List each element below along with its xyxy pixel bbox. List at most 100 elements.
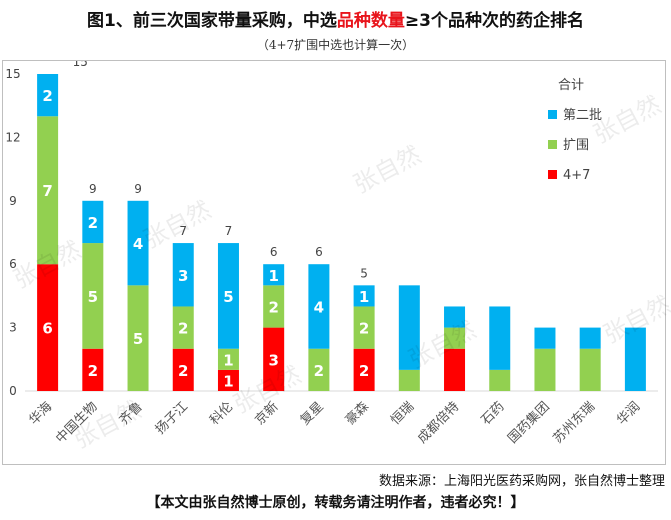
- chart-frame: 0 3 6 9 12 15 6 7 2 15 华海 2 5 2 9 中国生物 5 4 9 齐鲁 2 2 3 7 扬子江 1 1 5 7 科…: [2, 60, 666, 465]
- bar-value-label: 1: [223, 351, 233, 369]
- x-tick-label: 豪森: [342, 399, 372, 429]
- bar-value-label: 4: [133, 235, 143, 253]
- bar-value-label: 3: [268, 351, 278, 369]
- x-tick-label: 复星: [298, 399, 327, 428]
- bar-segment-扩围: [579, 348, 601, 391]
- x-tick-label: 苏州东瑞: [550, 399, 598, 447]
- bar-total-label: 5: [360, 266, 368, 280]
- legend-swatch: [548, 140, 557, 149]
- bar-segment-4+7: [82, 348, 104, 391]
- bar-value-label: 2: [42, 87, 52, 105]
- bar-value-label: 1: [359, 288, 369, 306]
- bar-segment-第二批: [353, 285, 375, 307]
- legend-swatch: [548, 110, 557, 119]
- bar-value-label: 2: [88, 362, 98, 380]
- legend-swatch: [548, 170, 557, 179]
- bar-segment-扩围: [353, 306, 375, 349]
- bar-segment-扩围: [398, 369, 420, 391]
- x-tick-label: 齐鲁: [116, 399, 146, 429]
- bar-segment-第二批: [263, 264, 285, 286]
- y-tick-label: 6: [9, 257, 17, 271]
- bar-segment-4+7: [217, 369, 239, 391]
- bar-total-label: 15: [73, 61, 88, 69]
- title-suffix: ≥3个品种次的药企排名: [404, 11, 584, 31]
- x-tick-label: 成都倍特: [415, 399, 462, 446]
- y-tick-label: 9: [9, 194, 17, 208]
- bar-segment-第二批: [579, 327, 601, 349]
- bar-segment-第二批: [172, 243, 194, 307]
- bar-segment-第二批: [82, 200, 104, 244]
- bar-segment-4+7: [37, 264, 59, 391]
- bar-segment-4+7: [172, 348, 194, 391]
- bar-total-label: 6: [270, 245, 278, 259]
- bar-segment-第二批: [308, 264, 330, 349]
- x-tick-label: 京新: [252, 399, 282, 429]
- copyright-notice: 【本文由张自然博士原创，转载务请注明作者，违者必究！】: [146, 495, 525, 511]
- bar-segment-第二批: [37, 74, 59, 117]
- bar-total-label: 9: [134, 182, 142, 196]
- bar-segment-扩围: [534, 348, 556, 391]
- bar-value-label: 2: [359, 320, 369, 338]
- legend-title: 合计: [558, 78, 584, 93]
- bar-segment-扩围: [172, 306, 194, 349]
- x-tick-label: 扬子江: [153, 399, 191, 437]
- y-tick-label: 3: [9, 321, 17, 335]
- legend-label: 4+7: [563, 168, 590, 183]
- bar-value-label: 4: [314, 298, 324, 316]
- legend-label: 第二批: [563, 108, 602, 123]
- bar-segment-4+7: [444, 348, 466, 391]
- bar-segment-4+7: [263, 327, 285, 391]
- bar-total-label: 7: [179, 224, 187, 238]
- bar-value-label: 1: [223, 372, 233, 390]
- bar-total-label: 7: [225, 224, 233, 238]
- bar-segment-扩围: [489, 369, 511, 391]
- bar-segment-4+7: [353, 348, 375, 391]
- title-highlight: 品种数量: [336, 11, 405, 31]
- x-tick-label: 恒瑞: [388, 399, 417, 428]
- bar-segment-扩围: [263, 285, 285, 328]
- bar-segment-扩围: [444, 327, 466, 349]
- bar-segment-第二批: [444, 306, 466, 328]
- bar-value-label: 6: [42, 320, 52, 338]
- bar-segment-第二批: [127, 200, 149, 286]
- bar-segment-第二批: [217, 243, 239, 349]
- bar-value-label: 5: [133, 330, 143, 348]
- bar-total-label: 6: [315, 245, 323, 259]
- x-tick-label: 石药: [479, 399, 508, 428]
- bar-segment-第二批: [624, 327, 646, 391]
- chart-title: 图1、前三次国家带量采购，中选品种数量≥3个品种次的药企排名: [0, 6, 671, 31]
- x-tick-label: 科伦: [207, 399, 236, 428]
- bar-value-label: 2: [359, 362, 369, 380]
- bar-segment-扩围: [37, 116, 59, 265]
- x-tick-label: 华海: [26, 399, 55, 428]
- x-tick-label: 华润: [614, 399, 643, 428]
- bar-segment-扩围: [217, 348, 239, 370]
- bar-value-label: 7: [42, 182, 52, 200]
- legend-label: 扩围: [563, 138, 589, 153]
- bar-total-label: 9: [89, 182, 97, 196]
- stacked-bar-chart: 0369121567215华海2529中国生物549齐鲁2237扬子江1157科…: [5, 61, 658, 447]
- y-tick-label: 15: [5, 67, 20, 81]
- bar-segment-扩围: [82, 243, 104, 349]
- y-tick-label: 12: [5, 130, 20, 144]
- bar-segment-第二批: [534, 327, 556, 349]
- bar-segment-扩围: [308, 348, 330, 391]
- bar-value-label: 5: [88, 288, 98, 306]
- bar-value-label: 2: [178, 320, 188, 338]
- bar-value-label: 2: [88, 214, 98, 232]
- bar-value-label: 5: [223, 288, 233, 306]
- data-source-note: 数据来源：上海阳光医药采购网，张自然博士整理: [378, 474, 665, 489]
- bar-value-label: 2: [268, 298, 278, 316]
- y-tick-label: 0: [9, 384, 17, 398]
- bar-value-label: 2: [314, 362, 324, 380]
- bar-segment-第二批: [398, 285, 420, 370]
- bar-segment-第二批: [489, 306, 511, 370]
- chart-subtitle: （4+7扩围中选也计算一次）: [256, 38, 415, 52]
- bar-value-label: 3: [178, 267, 188, 285]
- title-prefix: 图1、前三次国家带量采购，中选: [87, 11, 337, 31]
- bar-segment-扩围: [127, 285, 149, 391]
- bar-value-label: 1: [268, 267, 278, 285]
- bar-value-label: 2: [178, 362, 188, 380]
- x-tick-label: 国药集团: [505, 399, 553, 447]
- x-tick-label: 中国生物: [53, 399, 100, 446]
